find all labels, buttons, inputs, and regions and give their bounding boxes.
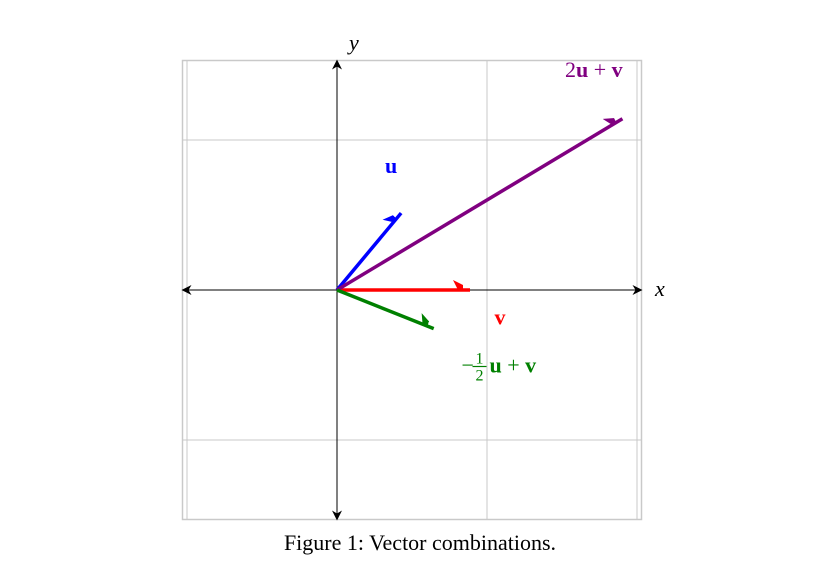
vector-comb1 [337,119,622,290]
svg-text:u + v: u + v [490,353,537,378]
label-comb1: 2u + v [565,57,623,82]
y-axis-label: y [347,30,359,55]
label-v: v [495,305,506,330]
label-comb2: −12 u + v [462,351,537,385]
x-axis-label: x [654,276,665,301]
svg-text:2: 2 [476,368,484,385]
figure-stage: xyuv2u + v−12u + v Figure 1: Vector comb… [0,0,840,576]
figure-caption: Figure 1: Vector combinations. [0,530,840,556]
vector-plot: xyuv2u + v−12u + v [0,0,840,576]
svg-text:1: 1 [476,351,484,368]
vector-u [337,213,401,290]
vector-comb2 [337,290,434,329]
label-u: u [385,153,397,178]
svg-text:−: − [462,353,474,378]
